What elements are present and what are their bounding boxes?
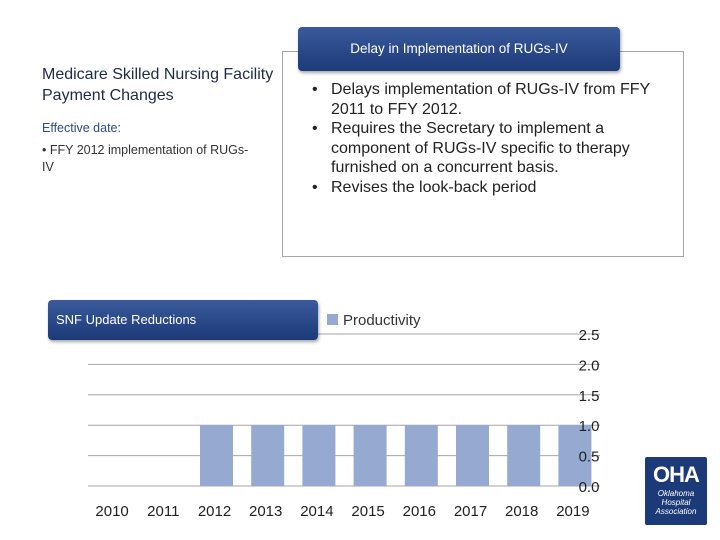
bar-2012 (200, 425, 233, 486)
bar-2016 (404, 425, 438, 486)
x-tick-label: 2014 (300, 503, 333, 520)
chart-bars (200, 425, 592, 486)
bar-2019 (558, 425, 592, 486)
bar-2015 (353, 425, 387, 486)
info-list-item-text: Revises the look-back period (331, 178, 537, 196)
oha-logo-mark: OHA (653, 462, 700, 487)
oha-logo: OHA Oklahoma Hospital Association (645, 457, 707, 525)
x-tick-label: 2012 (198, 503, 231, 520)
x-tick-label: 2011 (147, 503, 179, 520)
chart-title: SNF Update Reductions (48, 300, 318, 340)
chart-x-ticks: 2010 2011 2012 2013 2014 2015 2016 2017 2018 2019 (95, 503, 589, 520)
x-tick-label: 2018 (505, 503, 538, 520)
effective-date-label: Effective date: (42, 121, 121, 135)
bar-2017 (456, 425, 489, 486)
x-tick-label: 2015 (351, 503, 384, 520)
x-tick-label: 2010 (95, 503, 128, 520)
x-tick-label: 2017 (454, 503, 487, 520)
oha-logo-text: Oklahoma Hospital Association (655, 489, 697, 516)
info-list-item: • Requires the Secretary to implement a c… (312, 120, 630, 176)
info-list-item: • Revises the look-back period (312, 178, 537, 196)
y-tick-label: 1.5 (579, 388, 600, 405)
y-tick-label: 0.0 (579, 479, 600, 496)
bar-2014 (302, 425, 336, 486)
y-tick-label: 0.5 (579, 449, 600, 466)
info-list-item: • Delays implementation of RUGs-IV from F… (312, 81, 650, 118)
slide-title: Medicare Skilled Nursing Facility Paymen… (42, 66, 274, 104)
info-box-header: Delay in Implementation of RUGs-IV (298, 27, 620, 71)
info-list-item-text: Requires the Secretary to implement a co… (331, 120, 630, 176)
legend-label-productivity: Productivity (343, 312, 421, 329)
bar-2018 (507, 425, 541, 486)
y-tick-label: 1.0 (579, 418, 600, 435)
info-list-item-text: Delays implementation of RUGs-IV from FF… (331, 81, 650, 118)
x-tick-label: 2016 (403, 503, 436, 520)
bar-2013 (251, 425, 285, 486)
effective-date-item: • FFY 2012 implementation of RUGs-IV (42, 143, 249, 174)
info-list: • Delays implementation of RUGs-IV from F… (308, 80, 678, 197)
chart-y-ticks: 0.0 0.5 1.0 1.5 2.0 2.5 (579, 327, 600, 496)
legend-swatch-productivity (327, 314, 338, 325)
x-tick-label: 2019 (556, 503, 589, 520)
y-tick-label: 2.5 (579, 327, 600, 344)
x-tick-label: 2013 (249, 503, 282, 520)
y-tick-label: 2.0 (579, 357, 600, 374)
